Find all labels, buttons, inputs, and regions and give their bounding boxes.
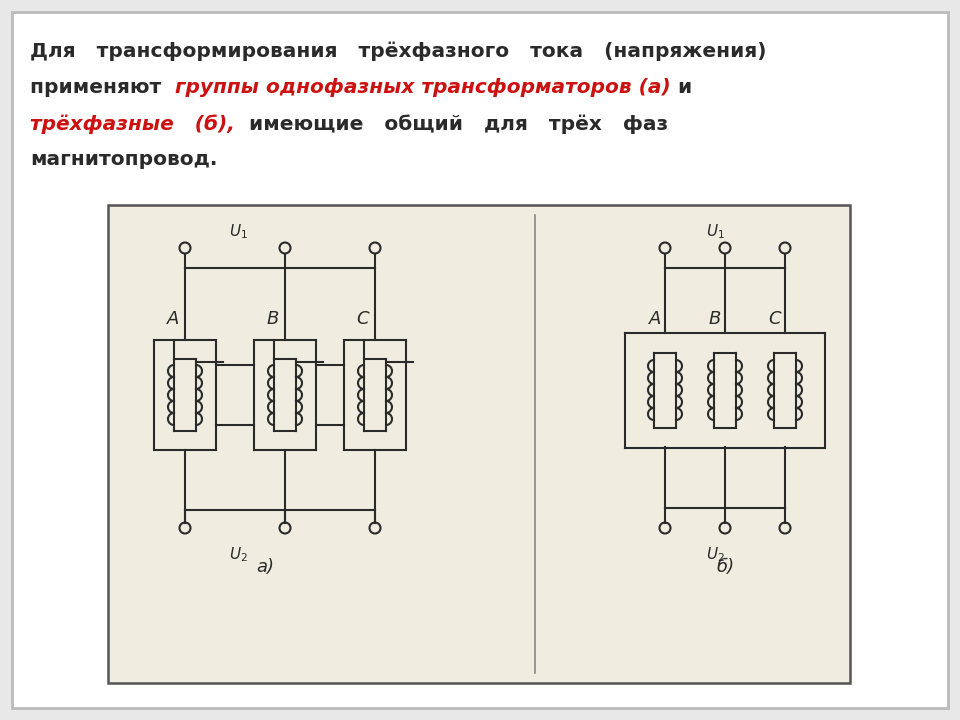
Text: $U_2$: $U_2$ (706, 545, 725, 564)
Text: имеющие   общий   для   трёх   фаз: имеющие общий для трёх фаз (235, 114, 668, 134)
Text: A: A (649, 310, 661, 328)
Text: C: C (357, 310, 370, 328)
Text: а): а) (256, 558, 274, 576)
FancyBboxPatch shape (12, 12, 948, 708)
Text: группы однофазных трансформаторов (а): группы однофазных трансформаторов (а) (176, 78, 671, 97)
Text: применяют: применяют (30, 78, 176, 97)
Text: A: A (167, 310, 180, 328)
Text: C: C (769, 310, 781, 328)
Text: $U_1$: $U_1$ (706, 222, 725, 240)
Bar (108, 205, 850, 683)
Text: B: B (267, 310, 279, 328)
Text: $U_2$: $U_2$ (228, 545, 248, 564)
Text: трёхфазные   (б),: трёхфазные (б), (30, 114, 235, 134)
Text: б): б) (716, 558, 734, 576)
Text: B: B (708, 310, 721, 328)
Text: магнитопровод.: магнитопровод. (30, 150, 217, 169)
Text: $U_1$: $U_1$ (228, 222, 248, 240)
Text: Для   трансформирования   трёхфазного   тока   (напряжения): Для трансформирования трёхфазного тока (… (30, 42, 766, 61)
Text: и: и (671, 78, 692, 97)
